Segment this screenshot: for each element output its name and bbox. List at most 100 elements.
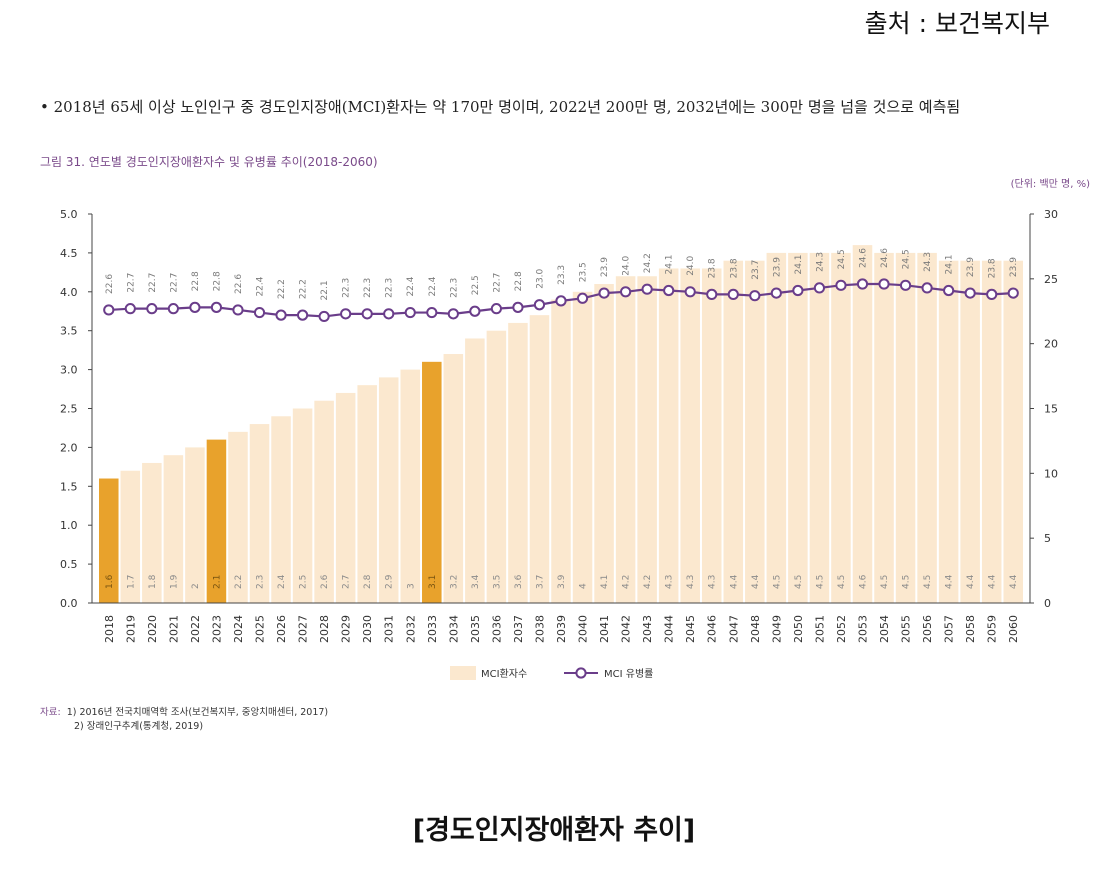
bar-2052 [831, 252, 851, 603]
bar-2039 [551, 299, 571, 603]
prevalence-marker [296, 309, 309, 321]
line-value-label: 23.8 [988, 258, 998, 278]
bar-value-label: 4.5 [880, 575, 890, 589]
note-line-1: 자료: 1) 2016년 전국치매역학 조사(보건복지부, 중앙치매센터, 201… [40, 706, 328, 720]
prevalence-marker [921, 282, 933, 294]
x-tick-label: 2039 [555, 615, 568, 643]
x-tick-label: 2033 [426, 615, 439, 643]
bar-value-label: 3.7 [535, 575, 545, 589]
bar-2047 [723, 260, 744, 603]
x-tick-label: 2040 [577, 615, 590, 643]
bar-2050 [788, 252, 808, 603]
prevalence-marker [770, 287, 782, 299]
bar-2022 [185, 447, 205, 603]
x-tick-label: 2043 [641, 615, 654, 643]
bar-value-label: 3.5 [492, 575, 502, 589]
bar-2045 [680, 268, 700, 603]
x-tick-label: 2032 [404, 615, 417, 643]
bar-value-label: 2.3 [256, 575, 266, 589]
left-tick-label: 0.5 [60, 558, 78, 571]
bar-value-label: 2.4 [277, 574, 287, 589]
legend-bar-swatch [450, 666, 476, 680]
bar-2053 [852, 245, 873, 603]
prevalence-marker [146, 303, 158, 315]
x-tick-label: 2026 [275, 615, 288, 643]
prevalence-marker [792, 284, 804, 297]
left-tick-label: 1.0 [60, 519, 78, 532]
x-tick-label: 2031 [383, 615, 396, 643]
right-tick-label: 25 [1044, 273, 1058, 286]
x-tick-label: 2035 [469, 615, 482, 643]
left-tick-label: 5.0 [60, 208, 78, 221]
x-tick-label: 2027 [297, 615, 310, 643]
line-value-label: 24.2 [643, 253, 653, 273]
line-value-label: 22.3 [449, 278, 459, 298]
x-tick-label: 2037 [512, 615, 525, 643]
line-value-label: 23.7 [751, 260, 761, 280]
bar-2040 [572, 291, 593, 603]
bar-value-label: 2.1 [212, 575, 222, 589]
x-tick-label: 2025 [254, 615, 267, 643]
bar-value-label: 2.8 [363, 574, 373, 589]
bar-2038 [529, 315, 550, 603]
x-tick-label: 2049 [770, 615, 783, 643]
line-value-label: 22.2 [277, 279, 287, 299]
bar-2023 [206, 439, 227, 603]
bar-value-label: 3.9 [557, 574, 567, 589]
x-tick-label: 2048 [749, 615, 762, 643]
x-tick-label: 2022 [189, 615, 202, 643]
bar-2028 [314, 400, 334, 603]
bar-2021 [163, 455, 184, 603]
left-tick-label: 0.0 [60, 597, 78, 610]
line-value-label: 23.9 [966, 257, 976, 277]
bar-value-label: 4.4 [945, 574, 955, 589]
bar-value-label: 1.8 [148, 574, 158, 589]
bar-2049 [766, 252, 787, 603]
bar-2026 [271, 416, 291, 603]
right-tick-label: 10 [1044, 467, 1058, 480]
x-tick-label: 2045 [684, 615, 697, 643]
prevalence-marker [555, 295, 567, 307]
bar-value-label: 4.5 [772, 575, 782, 589]
bar-2029 [335, 392, 356, 603]
prevalence-marker [275, 309, 287, 321]
bar-value-label: 4 [579, 583, 589, 589]
bar-value-label: 2.2 [234, 575, 244, 589]
line-value-label: 23.8 [729, 258, 739, 278]
chart-caption: [경도인지장애환자 추이] [412, 815, 696, 846]
prevalence-marker [727, 288, 739, 300]
line-value-label: 23.0 [535, 268, 545, 288]
prevalence-marker [964, 287, 976, 299]
legend-line-marker [575, 667, 587, 679]
left-tick-label: 4.0 [60, 286, 78, 299]
line-value-label: 24.1 [794, 254, 804, 274]
bar-2025 [249, 424, 270, 603]
prevalence-marker [684, 286, 696, 298]
prevalence-marker [899, 279, 912, 291]
prevalence-marker [469, 305, 481, 317]
bar-value-label: 3 [406, 583, 416, 589]
bar-2048 [745, 260, 765, 603]
line-value-label: 24.1 [945, 254, 955, 274]
x-tick-label: 2042 [620, 615, 633, 643]
bar-2031 [378, 377, 399, 603]
x-tick-label: 2041 [598, 615, 611, 643]
x-tick-label: 2034 [447, 615, 460, 643]
right-tick-label: 20 [1044, 338, 1058, 351]
left-tick-label: 1.5 [60, 480, 78, 493]
bar-2018 [99, 478, 119, 603]
right-tick-label: 15 [1044, 403, 1058, 416]
left-tick-label: 3.5 [60, 325, 78, 338]
bar-value-label: 1.9 [169, 574, 179, 589]
bar-value-label: 4.3 [686, 575, 696, 589]
bar-2051 [809, 252, 830, 603]
line-value-label: 24.1 [665, 254, 675, 274]
bar-2057 [938, 260, 959, 603]
bar-value-label: 4.6 [858, 574, 868, 589]
prevalence-marker [383, 308, 395, 320]
prevalence-marker [1007, 287, 1019, 299]
bar-2034 [443, 354, 464, 603]
bar-value-label: 2 [191, 583, 201, 589]
note-line-2: 2) 장래인구추계(통계청, 2019) [74, 721, 204, 732]
line-value-label: 22.4 [256, 276, 266, 296]
